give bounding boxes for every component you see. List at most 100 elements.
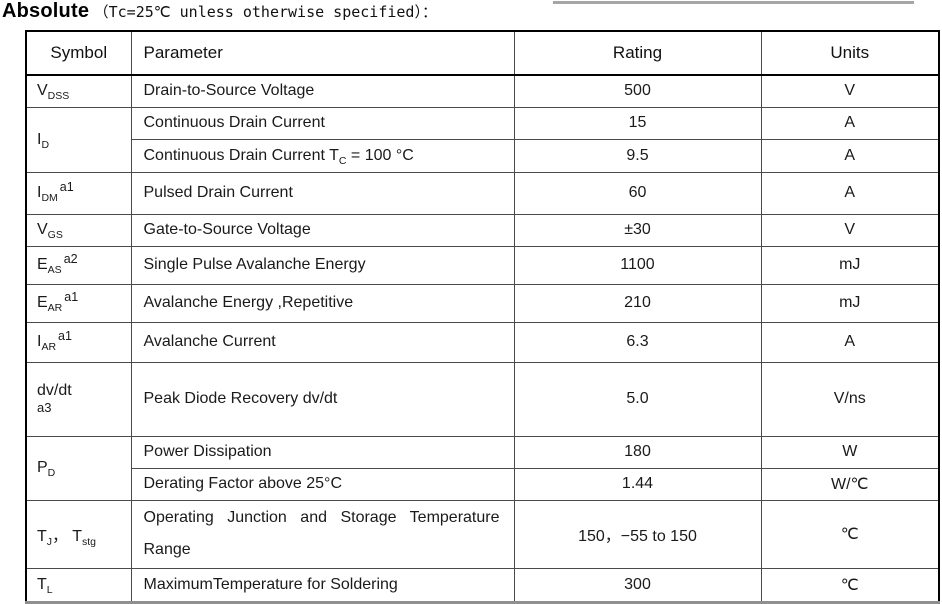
table-row: dv/dt a3 Peak Diode Recovery dv/dt 5.0 V/…	[25, 361, 940, 437]
symbol-subscript: L	[46, 584, 53, 597]
units-cell: A	[760, 138, 940, 173]
symbol-subscript: stg	[81, 536, 96, 549]
symbol-base: I	[37, 130, 42, 148]
symbol-subscript: DM	[41, 192, 58, 205]
symbol-footnote-ref: a1	[58, 328, 72, 343]
rating-cell: 500	[513, 74, 762, 108]
column-header-rating: Rating	[513, 30, 762, 76]
parameter-cell: Derating Factor above 25°C	[130, 467, 515, 501]
parameter-text: = 100 °C	[346, 146, 414, 164]
rating-cell: 5.0	[513, 361, 762, 437]
table-row: EASa2 Single Pulse Avalanche Energy 1100…	[25, 245, 940, 285]
units-cell: V	[760, 213, 940, 247]
rating-cell: 180	[513, 435, 762, 469]
parameter-cell: Pulsed Drain Current	[130, 171, 515, 215]
symbol-footnote-ref: a2	[63, 251, 78, 266]
symbol-cell: TJ， Tstg	[25, 499, 132, 570]
parameter-cell: Operating Junction and Storage Temperatu…	[130, 499, 515, 570]
units-cell: ℃	[760, 568, 940, 604]
parameter-cell: Avalanche Current	[130, 321, 515, 363]
symbol-base: V	[37, 82, 48, 100]
symbol-cell: ID	[25, 106, 132, 173]
table-row: Derating Factor above 25°C 1.44 W/℃	[26, 467, 940, 501]
symbol-subscript: AS	[47, 264, 62, 277]
table-row: Continuous Drain Current TC = 100 °C 9.5…	[26, 138, 940, 173]
parameter-cell: Continuous Drain Current TC = 100 °C	[130, 138, 515, 173]
absolute-maximum-ratings-table: Symbol Parameter Rating Units VDSS Drain…	[25, 30, 940, 604]
parameter-text: Continuous Drain Current T	[143, 146, 339, 164]
units-cell: A	[760, 106, 940, 140]
symbol-subscript: AR	[41, 341, 57, 354]
rating-cell: 150，−55 to 150	[513, 499, 762, 570]
parameter-cell: Gate-to-Source Voltage	[130, 213, 515, 247]
symbol-base: E	[37, 294, 48, 311]
units-cell: V/ns	[760, 361, 940, 437]
symbol-cell: VGS	[25, 213, 132, 247]
parameter-cell: MaximumTemperature for Soldering	[130, 568, 515, 604]
column-header-symbol: Symbol	[25, 30, 132, 76]
symbol-base: I	[37, 184, 42, 201]
section-title-condition-note: （Tc=25℃ unless otherwise specified）：	[93, 3, 437, 21]
symbol-base: P	[37, 459, 48, 476]
units-cell: W	[760, 435, 940, 469]
rating-cell: 15	[513, 106, 762, 140]
rating-cell: 1.44	[513, 467, 762, 501]
parameter-cell: Drain-to-Source Voltage	[130, 74, 515, 108]
units-cell: W/℃	[760, 467, 940, 501]
symbol-cell: PD	[25, 435, 132, 501]
symbol-cell: IARa1	[25, 321, 132, 363]
symbol-base: T	[37, 528, 47, 546]
table-row: TL MaximumTemperature for Soldering 300 …	[25, 568, 940, 604]
symbol-cell: EARa1	[25, 283, 132, 323]
units-cell: ℃	[760, 499, 940, 570]
symbol-subscript: AR	[47, 302, 63, 315]
units-cell: V	[760, 74, 940, 108]
units-cell: mJ	[760, 283, 940, 323]
symbol-base: E	[37, 256, 48, 273]
column-header-parameter: Parameter	[130, 30, 515, 76]
rating-cell: 210	[513, 283, 762, 323]
symbol-base: T	[37, 576, 47, 594]
units-cell: A	[760, 171, 940, 215]
symbol-cell: IDMa1	[25, 171, 132, 215]
symbol-cell: EASa2	[25, 245, 132, 285]
parameter-cell: Continuous Drain Current	[130, 106, 515, 140]
parameter-cell: Power Dissipation	[130, 435, 515, 469]
rating-cell: 1100	[513, 245, 762, 285]
symbol-cell: TL	[25, 568, 132, 604]
table-header-row: Symbol Parameter Rating Units	[25, 30, 940, 76]
symbol-base: ， T	[52, 528, 82, 546]
symbol-footnote-ref: a3	[37, 400, 52, 416]
table-row: IDMa1 Pulsed Drain Current 60 A	[25, 171, 940, 215]
rating-cell: ±30	[513, 213, 762, 247]
rating-cell: 6.3	[513, 321, 762, 363]
table-row: EARa1 Avalanche Energy ,Repetitive 210 m…	[25, 283, 940, 323]
table-row: TJ， Tstg Operating Junction and Storage …	[25, 499, 940, 570]
symbol-cell: VDSS	[25, 74, 132, 108]
symbol-footnote-ref: a1	[64, 289, 79, 304]
table-row: VGS Gate-to-Source Voltage ±30 V	[25, 213, 940, 247]
parameter-cell: Single Pulse Avalanche Energy	[130, 245, 515, 285]
units-cell: A	[760, 321, 940, 363]
rating-cell: 300	[513, 568, 762, 604]
symbol-subscript: D	[47, 467, 56, 480]
table-row: IARa1 Avalanche Current 6.3 A	[25, 321, 940, 363]
column-header-units: Units	[760, 30, 940, 76]
parameter-subscript: C	[338, 154, 347, 167]
symbol-subscript: J	[46, 536, 53, 549]
symbol-base: I	[37, 333, 42, 350]
table-row: VDSS Drain-to-Source Voltage 500 V	[25, 74, 940, 108]
table-row: ID Continuous Drain Current 15 A	[25, 106, 940, 173]
table-row: PD Power Dissipation 180 W	[25, 435, 940, 501]
parameter-cell: Avalanche Energy ,Repetitive	[130, 283, 515, 323]
symbol-subscript: GS	[47, 229, 63, 242]
symbol-cell: dv/dt a3	[25, 361, 132, 437]
symbol-subscript: DSS	[47, 90, 70, 103]
symbol-base: V	[37, 221, 48, 238]
units-cell: mJ	[760, 245, 940, 285]
symbol-footnote-ref: a1	[59, 179, 74, 194]
rating-cell: 60	[513, 171, 762, 215]
decorative-top-rule	[553, 1, 914, 4]
symbol-base: dv/dt	[37, 382, 72, 400]
symbol-subscript: D	[41, 138, 50, 151]
